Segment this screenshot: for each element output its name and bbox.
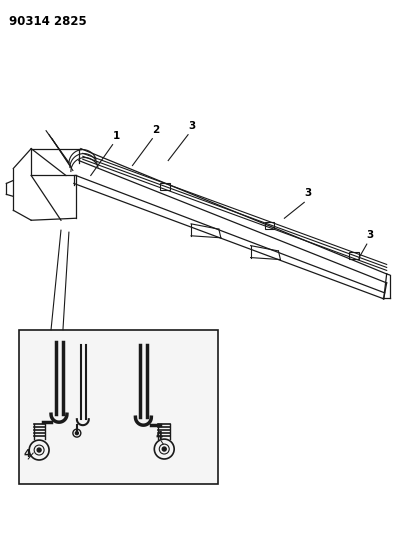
Bar bbox=[160, 183, 170, 190]
Text: 3: 3 bbox=[367, 230, 374, 240]
Text: 4: 4 bbox=[155, 431, 163, 441]
Text: 2: 2 bbox=[152, 125, 160, 135]
Text: 90314 2825: 90314 2825 bbox=[10, 15, 87, 28]
Text: 3: 3 bbox=[304, 188, 312, 198]
Circle shape bbox=[75, 432, 78, 434]
Circle shape bbox=[37, 448, 41, 452]
Text: 1: 1 bbox=[112, 131, 120, 141]
Circle shape bbox=[162, 447, 166, 451]
Text: 3: 3 bbox=[188, 120, 195, 131]
Bar bbox=[349, 253, 359, 260]
Bar bbox=[19, 330, 218, 484]
Text: 4: 4 bbox=[23, 449, 30, 459]
Bar bbox=[265, 222, 274, 229]
